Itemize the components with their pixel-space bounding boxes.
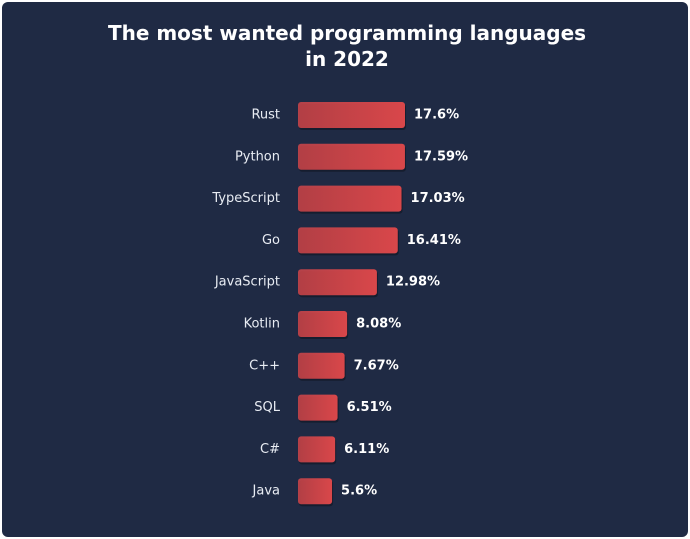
category-label: Go [262,233,280,248]
value-label: 8.08% [356,317,401,332]
value-label: 7.67% [354,358,399,373]
bar [298,311,348,337]
bar [298,436,336,463]
category-label: C++ [249,358,280,373]
value-label: 6.51% [347,400,392,415]
value-label: 5.6% [341,484,377,499]
category-label: Rust [251,108,280,123]
bar [298,394,338,421]
value-label: 17.59% [414,149,468,164]
category-label: JavaScript [214,275,280,290]
value-label: 17.6% [414,108,459,123]
value-label: 6.11% [344,442,389,457]
category-label: TypeScript [211,191,280,206]
bar [298,143,405,170]
category-label: C# [260,442,280,457]
chart-title: The most wanted programming languages in… [107,21,587,71]
bar [298,269,377,296]
category-label: Python [235,149,280,164]
bar [298,227,398,254]
value-label: 12.98% [386,275,440,290]
value-label: 16.41% [407,233,461,248]
bar [298,185,402,212]
category-label: Kotlin [244,317,280,332]
category-label: Java [252,484,280,499]
value-label: 17.03% [411,191,465,206]
bar [298,352,345,379]
category-label: SQL [254,400,280,415]
bar [298,102,406,128]
bar [298,478,333,505]
